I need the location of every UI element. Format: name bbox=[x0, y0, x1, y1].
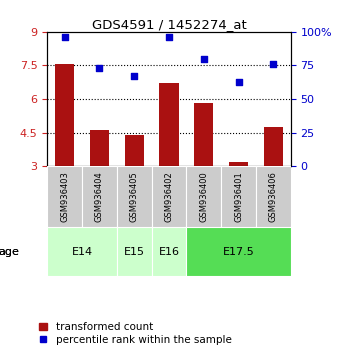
Text: E16: E16 bbox=[159, 247, 179, 257]
Bar bbox=[125, 135, 144, 166]
Text: E17.5: E17.5 bbox=[223, 247, 255, 257]
Bar bbox=[152, 227, 186, 276]
Text: GSM936403: GSM936403 bbox=[60, 171, 69, 222]
Bar bbox=[221, 166, 256, 227]
Bar bbox=[264, 127, 283, 166]
Point bbox=[236, 79, 241, 84]
Text: E15: E15 bbox=[124, 247, 145, 257]
Bar bbox=[47, 227, 117, 276]
Text: GSM936404: GSM936404 bbox=[95, 171, 104, 222]
Point bbox=[201, 56, 207, 62]
Bar bbox=[82, 166, 117, 227]
Point bbox=[97, 65, 102, 71]
Text: GSM936405: GSM936405 bbox=[130, 171, 139, 222]
Bar bbox=[186, 227, 291, 276]
Point bbox=[131, 73, 137, 79]
Bar bbox=[55, 64, 74, 166]
Bar bbox=[186, 166, 221, 227]
Bar bbox=[47, 166, 82, 227]
Legend: transformed count, percentile rank within the sample: transformed count, percentile rank withi… bbox=[39, 322, 232, 345]
Bar bbox=[194, 103, 213, 166]
Text: GSM936400: GSM936400 bbox=[199, 171, 208, 222]
Point bbox=[62, 34, 67, 40]
Bar bbox=[117, 166, 152, 227]
Text: E14: E14 bbox=[72, 247, 93, 257]
Text: GSM936401: GSM936401 bbox=[234, 171, 243, 222]
Bar bbox=[256, 166, 291, 227]
Title: GDS4591 / 1452274_at: GDS4591 / 1452274_at bbox=[92, 18, 246, 31]
Bar bbox=[152, 166, 186, 227]
Text: GSM936406: GSM936406 bbox=[269, 171, 278, 222]
Point bbox=[166, 34, 172, 40]
Bar bbox=[90, 130, 109, 166]
Bar bbox=[229, 162, 248, 166]
Point bbox=[271, 61, 276, 67]
Text: GSM936402: GSM936402 bbox=[165, 171, 173, 222]
Text: age: age bbox=[0, 247, 20, 257]
Bar bbox=[117, 227, 152, 276]
Bar bbox=[160, 83, 178, 166]
Text: age: age bbox=[0, 247, 20, 257]
